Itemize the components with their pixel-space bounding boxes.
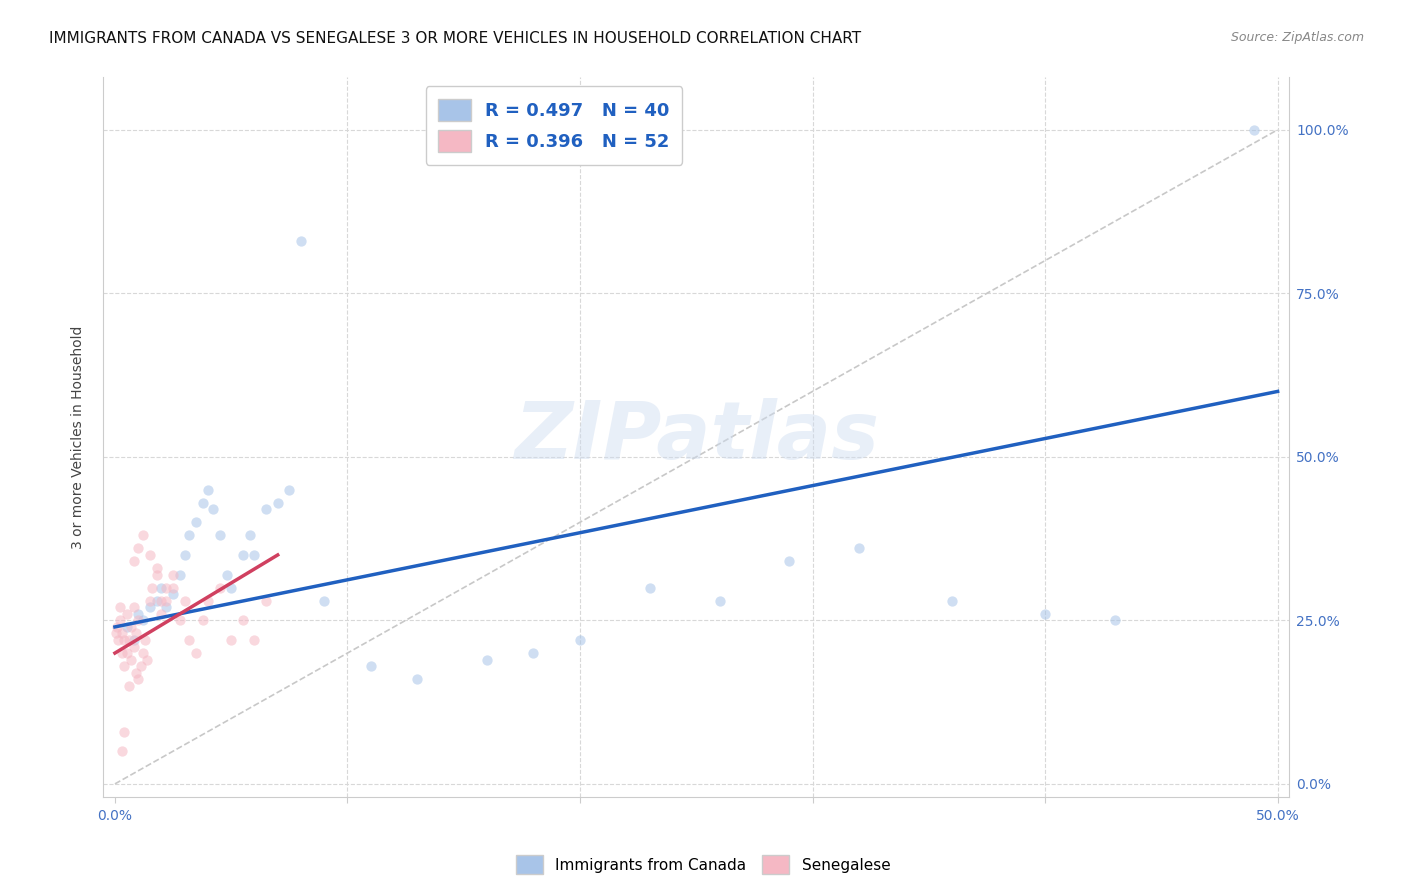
Point [139,600,162,615]
Point [162,587,184,601]
Point [162,581,184,595]
Point [290,234,312,248]
Point [406,672,429,686]
Point [243,632,266,647]
Point [155,593,177,607]
Point [127,613,149,627]
Point [108,613,131,627]
Text: ZIPatlas: ZIPatlas [513,398,879,476]
Y-axis label: 3 or more Vehicles in Household: 3 or more Vehicles in Household [72,326,86,549]
Point [155,600,177,615]
Point [778,554,800,568]
Point [127,541,149,556]
Point [108,600,131,615]
Point [169,567,191,582]
Point [134,632,156,647]
Point [122,554,145,568]
Point [120,652,142,666]
Point [127,607,149,621]
Point [105,620,128,634]
Point [115,620,138,634]
Point [115,646,138,660]
Point [112,632,135,647]
Text: Source: ZipAtlas.com: Source: ZipAtlas.com [1230,31,1364,45]
Point [179,528,201,542]
Point [122,600,145,615]
Point [267,495,290,509]
Point [127,672,149,686]
Point [254,502,277,516]
Point [193,613,215,627]
Point [132,646,155,660]
Point [111,626,134,640]
Point [146,593,169,607]
Point [129,659,152,673]
Point [186,515,208,529]
Text: IMMIGRANTS FROM CANADA VS SENEGALESE 3 OR MORE VEHICLES IN HOUSEHOLD CORRELATION: IMMIGRANTS FROM CANADA VS SENEGALESE 3 O… [49,31,862,46]
Point [136,652,159,666]
Point [197,593,219,607]
Point [146,567,169,582]
Point [941,593,963,607]
Point [232,613,254,627]
Point [197,483,219,497]
Point [146,561,169,575]
Point [475,652,498,666]
Point [1243,122,1265,136]
Point [150,607,173,621]
Point [193,495,215,509]
Point [111,744,134,758]
Legend: R = 0.497   N = 40, R = 0.396   N = 52: R = 0.497 N = 40, R = 0.396 N = 52 [426,87,682,165]
Point [139,548,162,562]
Point [848,541,870,556]
Point [1033,607,1056,621]
Point [112,659,135,673]
Point [105,626,128,640]
Point [120,620,142,634]
Point [215,567,238,582]
Point [125,626,148,640]
Point [118,632,141,647]
Point [115,607,138,621]
Point [201,502,224,516]
Point [709,593,731,607]
Point [569,632,592,647]
Point [173,593,195,607]
Point [219,632,242,647]
Point [208,528,231,542]
Point [141,581,163,595]
Legend: Immigrants from Canada, Senegalese: Immigrants from Canada, Senegalese [509,849,897,880]
Point [232,548,254,562]
Point [132,613,155,627]
Point [173,548,195,562]
Point [111,646,134,660]
Point [239,528,262,542]
Point [112,724,135,739]
Point [278,483,301,497]
Point [219,581,242,595]
Point [118,679,141,693]
Point [169,613,191,627]
Point [155,581,177,595]
Point [107,632,129,647]
Point [186,646,208,660]
Point [179,632,201,647]
Point [208,581,231,595]
Point [360,659,382,673]
Point [150,581,173,595]
Point [125,665,148,680]
Point [1104,613,1126,627]
Point [150,593,173,607]
Point [522,646,544,660]
Point [638,581,661,595]
Point [254,593,277,607]
Point [139,593,162,607]
Point [162,567,184,582]
Point [243,548,266,562]
Point [122,632,145,647]
Point [132,528,155,542]
Point [314,593,336,607]
Point [122,640,145,654]
